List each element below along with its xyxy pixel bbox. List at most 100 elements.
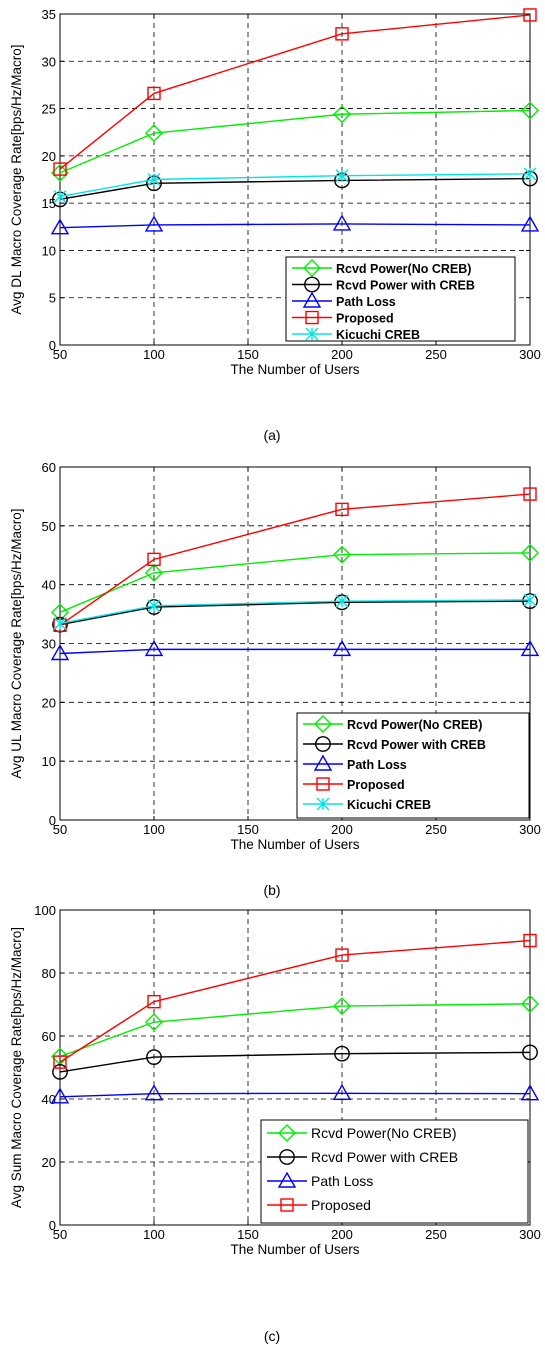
data-point xyxy=(520,1084,540,1101)
y-axis-label: Avg DL Macro Coverage Rate[bps/Hz/Macro] xyxy=(9,44,24,314)
y-tick-label: 20 xyxy=(42,695,56,710)
legend-marker xyxy=(305,310,319,325)
data-point xyxy=(52,1064,68,1080)
figure-caption: (b) xyxy=(263,882,280,898)
data-point xyxy=(145,124,163,143)
legend-marker xyxy=(303,259,321,277)
data-point xyxy=(332,639,352,657)
legend-item: Proposed xyxy=(292,310,394,326)
series-4 xyxy=(53,933,537,1069)
figure-caption: (c) xyxy=(264,1328,280,1344)
legend-box xyxy=(285,256,516,342)
series-line xyxy=(59,14,531,170)
series-2 xyxy=(52,1044,538,1080)
legend-marker xyxy=(280,1198,294,1212)
data-point xyxy=(523,8,537,22)
data-point xyxy=(523,487,537,501)
y-tick-label: 30 xyxy=(42,54,56,69)
series-line xyxy=(59,939,531,1063)
legend-item: Rcvd Power(No CREB) xyxy=(267,1124,456,1142)
chart-2: 50 100 150 200 250 300 0 10 20 30 40 50 60 The Number… xyxy=(9,460,541,898)
legend: Rcvd Power(No CREB) Rcvd Power with CREB P… xyxy=(296,712,530,819)
legend-item: Rcvd Power with CREB xyxy=(303,736,486,752)
legend-label: Rcvd Power(No CREB) xyxy=(311,1125,456,1141)
data-point xyxy=(333,997,351,1016)
legend-label: Rcvd Power with CREB xyxy=(347,738,486,752)
series-line xyxy=(59,177,531,201)
data-point xyxy=(147,173,161,186)
legend: Rcvd Power(No CREB) Rcvd Power with CREB P… xyxy=(260,1119,529,1224)
x-tick-label: 200 xyxy=(331,1227,353,1242)
legend-label: Path Loss xyxy=(336,295,396,309)
x-tick-label: 100 xyxy=(143,347,165,362)
data-point xyxy=(53,617,67,630)
legend-marker xyxy=(277,1171,297,1188)
legend-marker xyxy=(314,715,332,733)
x-tick-label: 250 xyxy=(425,822,447,837)
y-tick-label: 20 xyxy=(42,1155,56,1170)
x-tick-label: 250 xyxy=(425,347,447,362)
series-3 xyxy=(50,1083,540,1104)
y-tick-label: 25 xyxy=(42,102,56,117)
data-point xyxy=(53,190,67,204)
legend-label: Path Loss xyxy=(347,758,407,772)
legend-label: Proposed xyxy=(311,1197,371,1213)
series-1 xyxy=(51,101,539,182)
data-point xyxy=(335,27,349,41)
data-point xyxy=(523,593,537,607)
legend-item: Rcvd Power(No CREB) xyxy=(303,715,482,733)
data-point xyxy=(147,552,161,567)
data-point xyxy=(147,599,161,613)
series-line xyxy=(59,599,531,625)
legend-marker xyxy=(316,797,330,811)
y-tick-label: 50 xyxy=(42,519,56,534)
data-point xyxy=(50,644,70,661)
series-5 xyxy=(53,167,537,204)
legend-marker xyxy=(302,291,322,308)
legend-label: Kicuchi CREB xyxy=(347,798,431,812)
y-axis-label: Avg UL Macro Coverage Rate[bps/Hz/Macro] xyxy=(9,508,24,778)
data-point xyxy=(53,162,67,176)
legend-marker xyxy=(315,736,331,752)
y-tick-label: 0 xyxy=(49,1218,56,1233)
data-point xyxy=(332,214,352,231)
y-tick-label: 35 xyxy=(42,7,56,22)
series-3 xyxy=(50,639,540,661)
legend-item: Kicuchi CREB xyxy=(292,327,420,342)
x-tick-label: 50 xyxy=(53,347,67,362)
axes-frame xyxy=(59,466,531,821)
y-tick-label: 80 xyxy=(42,966,56,981)
data-point xyxy=(521,994,539,1013)
series-line xyxy=(59,648,530,655)
legend-label: Rcvd Power with CREB xyxy=(311,1149,458,1165)
data-point xyxy=(50,218,70,235)
data-point xyxy=(520,639,540,657)
x-tick-label: 200 xyxy=(331,347,353,362)
y-tick-label: 10 xyxy=(42,754,56,769)
data-point xyxy=(333,105,351,124)
data-point xyxy=(145,563,163,582)
data-point xyxy=(335,502,349,517)
data-point xyxy=(523,167,537,181)
series-line xyxy=(59,493,531,626)
legend-box xyxy=(296,712,530,819)
data-point xyxy=(335,169,349,183)
x-tick-label: 150 xyxy=(237,1227,259,1242)
legend-marker xyxy=(313,754,333,771)
legend-item: Proposed xyxy=(267,1197,371,1213)
x-tick-label: 100 xyxy=(143,1227,165,1242)
legend-label: Rcvd Power(No CREB) xyxy=(347,718,482,732)
y-tick-label: 20 xyxy=(42,149,56,164)
x-axis-label: The Number of Users xyxy=(230,362,359,377)
y-tick-label: 100 xyxy=(34,903,56,918)
y-tick-label: 0 xyxy=(49,338,56,353)
data-point xyxy=(144,639,164,657)
data-point xyxy=(334,1045,350,1062)
data-point xyxy=(147,994,161,1009)
x-tick-label: 300 xyxy=(519,347,541,362)
data-point xyxy=(522,593,538,610)
series-line xyxy=(59,1051,531,1073)
